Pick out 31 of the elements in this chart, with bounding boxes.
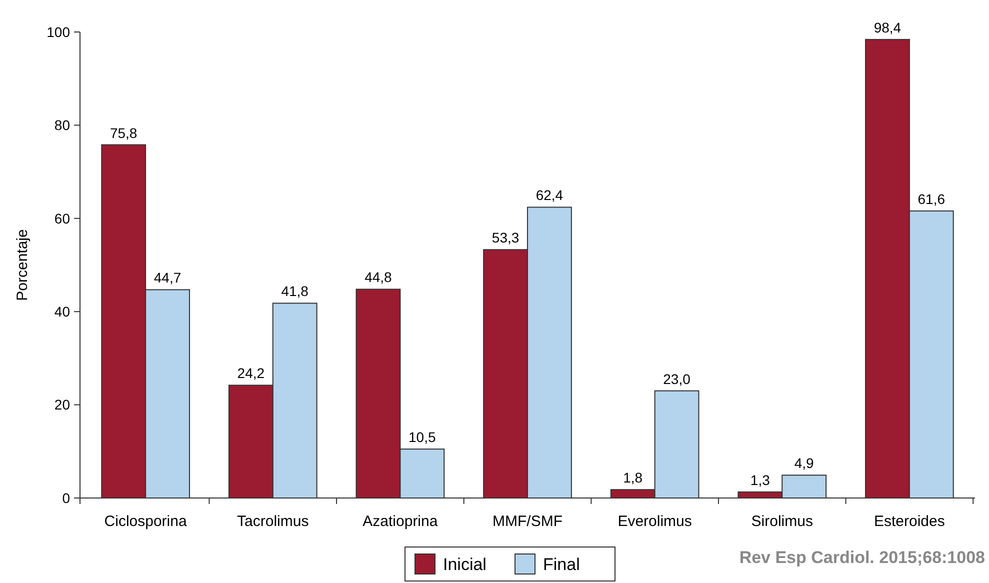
legend-label: Final — [543, 554, 580, 574]
x-tick-label: Esteroides — [874, 513, 945, 530]
y-tick-label: 20 — [54, 396, 70, 413]
data-label: 53,3 — [492, 230, 520, 246]
y-tick-label: 100 — [46, 24, 70, 40]
y-tick-label: 80 — [54, 117, 70, 134]
x-tick-label: MMF/SMF — [492, 513, 562, 530]
x-tick-label: Everolimus — [618, 513, 692, 530]
data-label: 41,8 — [281, 283, 309, 300]
data-label: 61,6 — [918, 190, 946, 207]
y-tick-label: 60 — [54, 210, 70, 226]
data-label: 62,4 — [536, 187, 564, 204]
legend-label: Inicial — [443, 554, 486, 574]
data-label: 1,8 — [623, 470, 643, 486]
x-tick-label: Azatioprina — [362, 513, 438, 530]
y-axis-title: Porcentaje — [14, 229, 31, 301]
y-tick-label: 40 — [54, 304, 70, 320]
data-label: 23,0 — [663, 370, 691, 387]
y-tick-label: 0 — [62, 490, 70, 506]
data-label: 44,7 — [154, 270, 182, 286]
data-label: 24,2 — [237, 365, 265, 382]
data-label: 98,4 — [874, 19, 902, 36]
text: Rev Esp Cardiol. 2015;68:1008 — [739, 548, 985, 567]
data-label: 10,5 — [408, 429, 436, 446]
x-tick-label: Tacrolimus — [237, 513, 309, 530]
data-label: 44,8 — [364, 269, 392, 286]
x-tick-label: Sirolimus — [751, 513, 813, 530]
data-label: 1,3 — [750, 472, 770, 488]
data-label: 75,8 — [110, 124, 138, 141]
data-label: 4,9 — [794, 455, 814, 472]
x-tick-label: Ciclosporina — [104, 513, 188, 530]
